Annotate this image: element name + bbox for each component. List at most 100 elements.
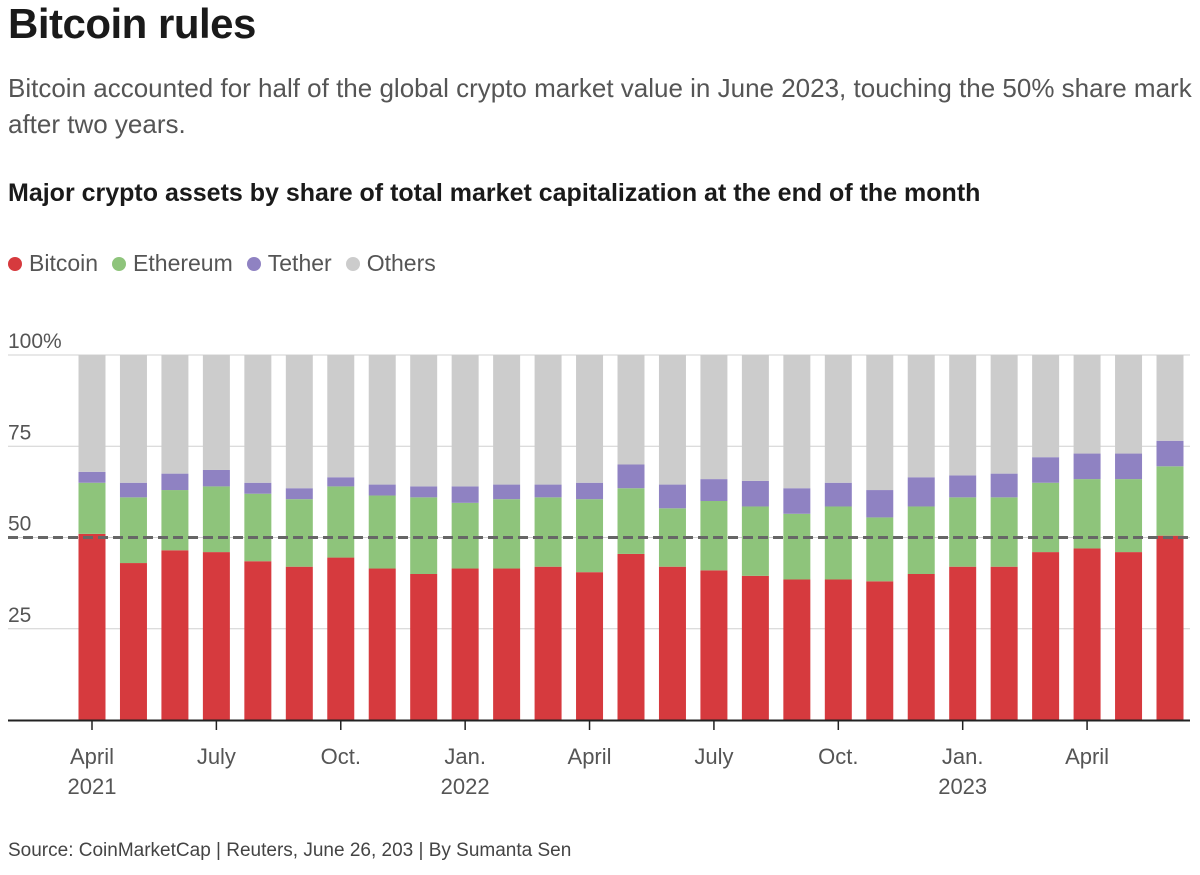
bar-tether-5 <box>285 488 313 500</box>
bar-ethereum-2 <box>161 490 189 551</box>
bar-tether-8 <box>410 486 438 498</box>
bar-tether-0 <box>78 471 106 483</box>
bar-tether-11 <box>534 484 562 498</box>
bar-ethereum-16 <box>741 506 769 576</box>
bar-others-23 <box>1032 355 1060 458</box>
bar-bitcoin-12 <box>576 572 604 720</box>
legend-label-tether: Tether <box>267 250 332 276</box>
bar-ethereum-15 <box>700 501 728 571</box>
bar-others-20 <box>907 355 935 478</box>
bars <box>78 355 1184 720</box>
bar-bitcoin-13 <box>617 553 645 720</box>
bar-bitcoin-19 <box>866 581 894 720</box>
bar-bitcoin-0 <box>78 533 106 720</box>
bar-others-10 <box>493 355 521 485</box>
bar-others-8 <box>410 355 438 487</box>
bar-bitcoin-10 <box>493 568 521 720</box>
y-tick-label-100: 100% <box>8 330 62 353</box>
bar-others-13 <box>617 355 645 465</box>
legend-swatch-ethereum <box>112 256 127 271</box>
bar-bitcoin-2 <box>161 550 189 720</box>
bar-ethereum-17 <box>783 513 811 580</box>
legend-swatch-tether <box>246 256 261 271</box>
bar-bitcoin-20 <box>907 574 935 720</box>
bar-ethereum-18 <box>824 506 852 580</box>
bar-ethereum-23 <box>1032 482 1060 553</box>
bar-others-1 <box>119 355 147 483</box>
bar-ethereum-0 <box>78 482 106 534</box>
bar-ethereum-9 <box>451 502 479 569</box>
x-tick-label-6: Oct. <box>321 744 361 769</box>
bar-ethereum-1 <box>119 497 147 564</box>
bar-others-0 <box>78 355 106 472</box>
bar-others-4 <box>244 355 272 483</box>
source-note: Source: CoinMarketCap | Reuters, June 26… <box>8 840 572 861</box>
bar-tether-4 <box>244 482 272 494</box>
bar-others-15 <box>700 355 728 480</box>
legend-item-others: Others <box>345 250 436 277</box>
x-tick-label-12: April <box>568 744 612 769</box>
bar-bitcoin-23 <box>1032 552 1060 720</box>
bar-others-25 <box>1115 355 1143 454</box>
bar-ethereum-4 <box>244 493 272 562</box>
bar-bitcoin-14 <box>658 566 686 720</box>
bar-others-26 <box>1156 355 1184 441</box>
bar-tether-26 <box>1156 440 1184 467</box>
bar-others-5 <box>285 355 313 489</box>
bar-bitcoin-26 <box>1156 535 1184 720</box>
x-tick-label-24: April <box>1065 744 1109 769</box>
bar-bitcoin-15 <box>700 570 728 720</box>
bar-others-6 <box>327 355 355 478</box>
bar-tether-24 <box>1073 453 1101 480</box>
x-tick-year-9: 2022 <box>441 774 490 799</box>
bar-ethereum-22 <box>990 497 1018 567</box>
bar-tether-1 <box>119 482 147 498</box>
bar-others-14 <box>658 355 686 485</box>
bar-tether-19 <box>866 490 894 518</box>
chart-subtitle: Bitcoin accounted for half of the global… <box>8 73 1192 139</box>
legend-item-tether: Tether <box>246 250 332 277</box>
bar-ethereum-13 <box>617 488 645 554</box>
bar-ethereum-11 <box>534 497 562 567</box>
legend-item-ethereum: Ethereum <box>112 250 233 277</box>
bar-ethereum-19 <box>866 517 894 582</box>
bar-bitcoin-11 <box>534 566 562 720</box>
x-tick-label-15: July <box>694 744 733 769</box>
bar-tether-13 <box>617 464 645 489</box>
bar-ethereum-25 <box>1115 479 1143 553</box>
bar-bitcoin-22 <box>990 566 1018 720</box>
bar-ethereum-5 <box>285 499 313 567</box>
legend-label-ethereum: Ethereum <box>133 250 233 276</box>
x-tick-label-21: Jan. <box>942 744 984 769</box>
bar-tether-6 <box>327 477 355 487</box>
x-tick-year-21: 2023 <box>938 774 987 799</box>
bar-others-19 <box>866 355 894 491</box>
chart-title: Bitcoin rules <box>8 0 256 47</box>
bar-others-22 <box>990 355 1018 474</box>
bar-ethereum-7 <box>368 495 396 569</box>
bar-others-21 <box>949 355 977 476</box>
bar-others-9 <box>451 355 479 487</box>
bar-ethereum-6 <box>327 486 355 558</box>
bar-bitcoin-9 <box>451 568 479 720</box>
x-tick-label-3: July <box>197 744 236 769</box>
bar-tether-9 <box>451 486 479 503</box>
y-tick-label-25: 25 <box>8 604 31 627</box>
bar-others-24 <box>1073 355 1101 454</box>
bar-others-12 <box>576 355 604 483</box>
bar-bitcoin-8 <box>410 574 438 720</box>
legend-label-bitcoin: Bitcoin <box>29 250 99 276</box>
bar-bitcoin-6 <box>327 557 355 720</box>
bar-tether-7 <box>368 484 396 496</box>
legend: Bitcoin Ethereum Tether Others <box>8 250 450 277</box>
bar-ethereum-10 <box>493 499 521 569</box>
y-tick-label-75: 75 <box>8 421 31 444</box>
bar-others-7 <box>368 355 396 485</box>
bar-ethereum-12 <box>576 499 604 573</box>
bar-tether-23 <box>1032 457 1060 483</box>
bar-others-18 <box>824 355 852 483</box>
bar-tether-15 <box>700 479 728 501</box>
bar-tether-14 <box>658 484 686 509</box>
bar-tether-3 <box>202 469 230 487</box>
